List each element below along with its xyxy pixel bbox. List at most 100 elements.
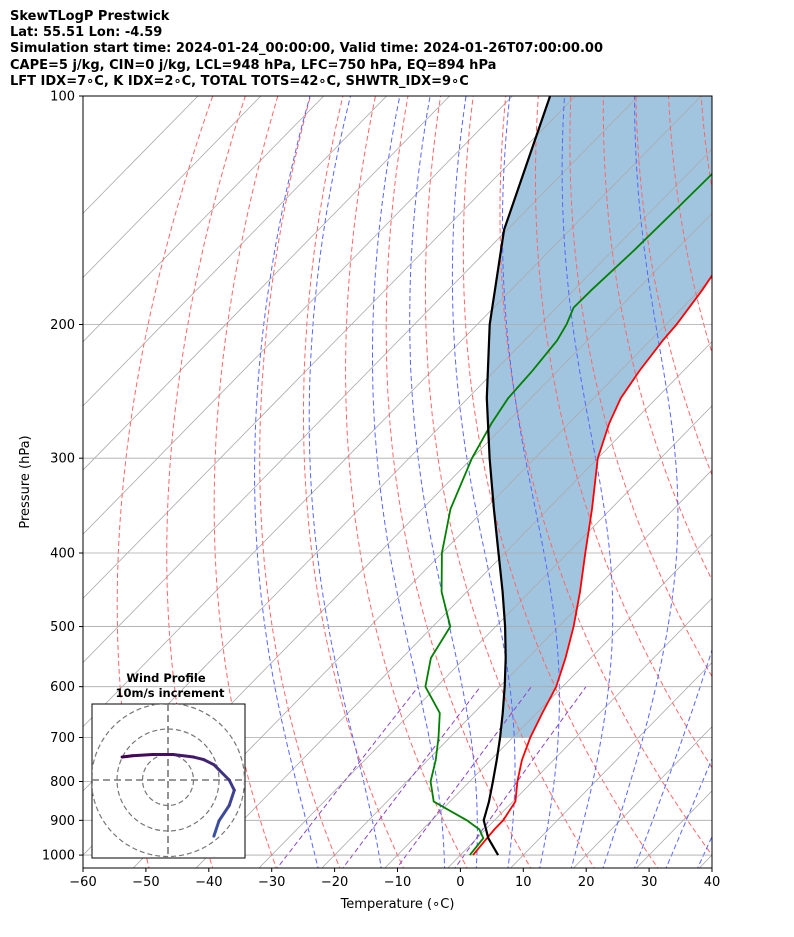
wind-barb <box>711 737 712 739</box>
wind-barb <box>711 553 712 554</box>
isotherm-line <box>321 469 712 868</box>
hodograph-ring <box>92 704 245 858</box>
moist-adiabat-line <box>501 96 560 868</box>
isotherm-line <box>83 96 576 599</box>
x-tick-label: −50 <box>132 875 159 890</box>
y-tick-label: 1000 <box>42 849 75 864</box>
y-tick-label: 600 <box>50 680 75 695</box>
moist-adiabat-line <box>308 96 382 868</box>
y-tick-label: 800 <box>50 775 75 790</box>
dry-adiabat-line <box>635 96 712 477</box>
x-tick-label: −60 <box>69 875 96 890</box>
y-tick-label: 900 <box>50 814 75 829</box>
isotherm-line <box>83 96 451 471</box>
wind-barb <box>711 591 712 593</box>
isotherm-line <box>447 597 712 868</box>
moist-adiabat-line <box>602 96 679 868</box>
moist-adiabat-line <box>451 96 516 868</box>
wind-barb <box>711 657 712 659</box>
y-tick-label: 100 <box>50 90 75 105</box>
isotherm-line <box>572 726 712 868</box>
wind-barb <box>711 280 712 282</box>
isotherm-line <box>195 341 712 868</box>
moist-adiabat-line <box>254 96 319 868</box>
wind-barb <box>712 820 756 832</box>
moist-adiabat-line <box>561 96 614 868</box>
x-tick-label: 10 <box>515 875 532 890</box>
dry-adiabat-line <box>303 96 405 868</box>
chart-header: SkewTLogP Prestwick Lat: 55.51 Lon: -4.5… <box>10 9 603 90</box>
wind-barb <box>711 800 712 802</box>
wind-barb <box>711 686 712 688</box>
isotherm-line <box>258 405 712 868</box>
isotherm-line <box>83 96 388 407</box>
y-tick-label: 500 <box>50 620 75 635</box>
wind-barb <box>711 713 712 714</box>
temperature-profile-line <box>472 273 712 856</box>
mixing-ratio-lines <box>276 686 587 868</box>
wind-profile-inset: Wind Profile 10m/s increment <box>91 671 246 859</box>
isotherm-line <box>83 96 199 214</box>
x-tick-label: 30 <box>641 875 658 890</box>
wind-barb <box>711 780 712 782</box>
cape-fill <box>486 96 712 738</box>
dry-adiabat-line <box>764 79 794 871</box>
isotherms <box>83 79 794 871</box>
dry-adiabat-line <box>116 96 214 868</box>
isotherm-line <box>83 96 325 343</box>
cape-indices: CAPE=5 j/kg, CIN=0 j/kg, LCL=948 hPa, LF… <box>10 57 497 73</box>
wind-barb <box>711 760 712 761</box>
x-tick-label: −30 <box>258 875 285 890</box>
isobars <box>83 96 712 856</box>
x-tick-label: 40 <box>704 875 721 890</box>
dry-adiabat-line <box>259 96 341 868</box>
profile-lines <box>424 96 712 856</box>
y-tick-label: 700 <box>50 731 75 746</box>
dry-adiabat-line <box>602 96 712 582</box>
hodograph-segment <box>192 755 206 762</box>
wind-barb <box>711 829 712 831</box>
wind-barb <box>711 508 712 510</box>
x-tick-label: 0 <box>456 875 464 890</box>
y-axis-ticks: 100 200 300 400 500 600 700 800 900 1000 <box>42 90 83 864</box>
isotherm-line <box>759 79 794 871</box>
x-tick-label: 20 <box>578 875 595 890</box>
hodograph-segment <box>202 758 216 767</box>
station-title: SkewTLogP Prestwick <box>10 9 170 24</box>
moist-adiabat-line <box>409 96 478 868</box>
dry-adiabat-line <box>732 79 794 871</box>
dewpoint-profile-line <box>424 172 712 856</box>
isotherm-line <box>510 661 712 868</box>
wind-barb <box>711 626 712 628</box>
moist-adiabat-line <box>665 757 712 868</box>
inset-title: Wind Profile <box>126 671 206 685</box>
hodograph-segment <box>217 804 231 823</box>
isotherm-line <box>83 96 513 535</box>
wind-barb <box>711 229 712 231</box>
isotherm-line <box>83 96 639 664</box>
dry-adiabat-line <box>213 96 279 868</box>
dry-adiabat-line <box>345 96 468 868</box>
x-tick-label: −40 <box>195 875 222 890</box>
x-tick-label: −10 <box>384 875 411 890</box>
isotherm-line <box>384 533 712 868</box>
y-tick-label: 200 <box>50 318 75 333</box>
x-axis-ticks: −60 −50 −40 −30 −20 −10 0 10 20 30 40 <box>69 868 720 890</box>
wind-barb <box>711 855 712 856</box>
hodograph-segment <box>171 753 195 759</box>
wind-barb <box>711 846 712 848</box>
hodograph-trace <box>120 753 236 838</box>
dry-adiabat-line <box>424 96 595 868</box>
station-coordinates: Lat: 55.51 Lon: -4.59 <box>10 25 163 41</box>
wind-barb <box>711 398 712 399</box>
wind-barb <box>711 363 712 365</box>
moist-adiabat-line <box>633 648 712 868</box>
simulation-times: Simulation start time: 2024-01-24_00:00:… <box>10 41 603 57</box>
wind-barb <box>711 838 712 839</box>
dry-adiabat-line <box>385 96 532 868</box>
mixing-ratio-line <box>396 686 532 868</box>
isotherm-line <box>83 96 702 728</box>
hodograph-segment <box>227 788 236 807</box>
y-axis-label: Pressure (hPa) <box>18 435 33 528</box>
